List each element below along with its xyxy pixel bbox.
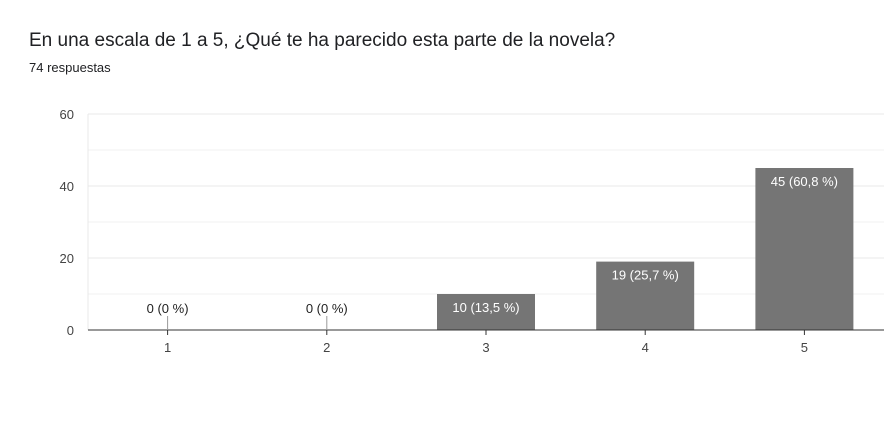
y-tick-label: 60 [60, 107, 74, 122]
x-tick-label: 3 [482, 340, 489, 355]
y-tick-label: 40 [60, 179, 74, 194]
data-label: 0 (0 %) [147, 301, 189, 316]
data-label: 0 (0 %) [306, 301, 348, 316]
bar-5 [755, 168, 854, 330]
y-tick-label: 0 [67, 323, 74, 338]
data-labels: 0 (0 %) 0 (0 %) 10 (13,5 %) 19 (25,7 %) 45 (… [147, 174, 838, 330]
axes: 0 20 40 60 1 2 3 4 5 [60, 107, 884, 355]
data-label: 10 (13,5 %) [452, 300, 519, 315]
gridlines [87, 113, 884, 330]
x-tick-label: 2 [323, 340, 330, 355]
response-count: 74 respuestas [29, 60, 111, 75]
data-label: 45 (60,8 %) [771, 174, 838, 189]
x-tick-label: 1 [164, 340, 171, 355]
x-tick-label: 5 [801, 340, 808, 355]
y-tick-label: 20 [60, 251, 74, 266]
data-label: 19 (25,7 %) [612, 268, 679, 283]
question-title: En una escala de 1 a 5, ¿Qué te ha parec… [29, 30, 616, 51]
bar-3 [437, 294, 535, 330]
bar-4 [596, 261, 695, 330]
x-tick-label: 4 [642, 340, 649, 355]
bars [437, 168, 854, 330]
